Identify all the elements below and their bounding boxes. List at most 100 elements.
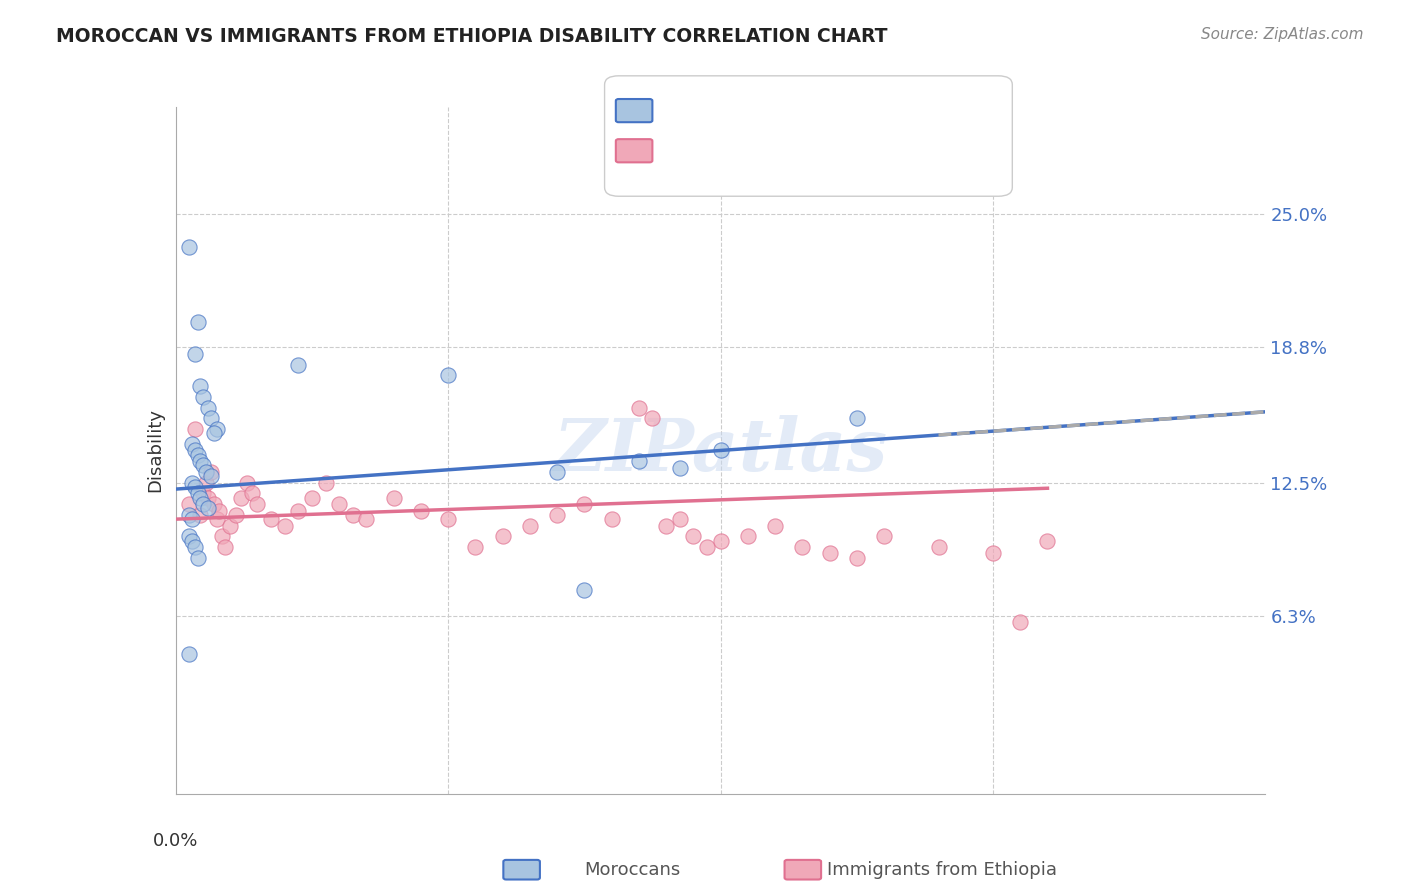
Point bbox=[191, 390, 214, 404]
Point bbox=[191, 486, 214, 500]
Point bbox=[200, 411, 222, 425]
Text: 52: 52 bbox=[815, 138, 841, 156]
Point bbox=[437, 368, 460, 383]
Point bbox=[627, 454, 650, 468]
Point bbox=[287, 358, 309, 372]
Point bbox=[668, 512, 690, 526]
Point bbox=[200, 465, 222, 479]
Point bbox=[574, 497, 596, 511]
Point bbox=[184, 540, 207, 554]
Point bbox=[188, 454, 211, 468]
Point bbox=[194, 475, 217, 490]
Point bbox=[315, 475, 337, 490]
Point bbox=[181, 512, 204, 526]
Point bbox=[184, 443, 207, 458]
Text: Moroccans: Moroccans bbox=[585, 861, 681, 879]
Point bbox=[205, 422, 228, 436]
Point bbox=[179, 497, 201, 511]
Text: 0.157: 0.157 bbox=[675, 138, 731, 156]
Point bbox=[205, 512, 228, 526]
Point bbox=[191, 458, 214, 473]
Point bbox=[214, 540, 236, 554]
Text: 0.0%: 0.0% bbox=[153, 831, 198, 850]
Text: R =: R = bbox=[633, 98, 672, 116]
Point bbox=[737, 529, 759, 543]
Point bbox=[186, 486, 209, 500]
Point bbox=[184, 422, 207, 436]
Point bbox=[194, 465, 217, 479]
Point bbox=[641, 411, 664, 425]
Point bbox=[202, 426, 225, 441]
Point bbox=[188, 508, 211, 522]
Point bbox=[181, 533, 204, 548]
Text: Immigrants from Ethiopia: Immigrants from Ethiopia bbox=[827, 861, 1057, 879]
Point bbox=[240, 486, 263, 500]
Point bbox=[181, 437, 204, 451]
Point bbox=[655, 518, 678, 533]
Point bbox=[179, 648, 201, 662]
Point bbox=[342, 508, 364, 522]
Point bbox=[184, 480, 207, 494]
Point bbox=[437, 512, 460, 526]
Point bbox=[928, 540, 950, 554]
Point bbox=[464, 540, 486, 554]
Text: Source: ZipAtlas.com: Source: ZipAtlas.com bbox=[1201, 27, 1364, 42]
Text: R =: R = bbox=[633, 138, 672, 156]
Point bbox=[845, 550, 868, 565]
Point bbox=[763, 518, 786, 533]
Text: ZIPatlas: ZIPatlas bbox=[554, 415, 887, 486]
Text: 37: 37 bbox=[815, 98, 841, 116]
Point bbox=[197, 401, 219, 415]
Text: N =: N = bbox=[759, 138, 799, 156]
Point bbox=[519, 518, 541, 533]
Point bbox=[792, 540, 814, 554]
Point bbox=[627, 401, 650, 415]
Point bbox=[246, 497, 269, 511]
Point bbox=[382, 491, 405, 505]
Point bbox=[845, 411, 868, 425]
Point bbox=[574, 582, 596, 597]
Text: MOROCCAN VS IMMIGRANTS FROM ETHIOPIA DISABILITY CORRELATION CHART: MOROCCAN VS IMMIGRANTS FROM ETHIOPIA DIS… bbox=[56, 27, 887, 45]
Point bbox=[1036, 533, 1059, 548]
Point bbox=[188, 379, 211, 393]
Point bbox=[184, 347, 207, 361]
Point bbox=[409, 503, 432, 517]
Point bbox=[186, 315, 209, 329]
Point bbox=[186, 550, 209, 565]
Point bbox=[356, 512, 378, 526]
Point bbox=[200, 469, 222, 483]
Point bbox=[546, 465, 568, 479]
Point bbox=[197, 491, 219, 505]
Text: 0.106: 0.106 bbox=[675, 98, 731, 116]
Point bbox=[668, 460, 690, 475]
Text: N =: N = bbox=[759, 98, 799, 116]
Point bbox=[191, 497, 214, 511]
Point bbox=[208, 503, 231, 517]
Point bbox=[328, 497, 350, 511]
Y-axis label: Disability: Disability bbox=[146, 409, 165, 492]
Point bbox=[219, 518, 242, 533]
Point bbox=[181, 475, 204, 490]
Point bbox=[186, 448, 209, 462]
Point bbox=[873, 529, 896, 543]
Point bbox=[492, 529, 515, 543]
Point bbox=[202, 497, 225, 511]
Point bbox=[546, 508, 568, 522]
Point bbox=[225, 508, 247, 522]
Point bbox=[1010, 615, 1032, 630]
Point bbox=[274, 518, 297, 533]
Point bbox=[710, 443, 733, 458]
Point bbox=[197, 501, 219, 516]
Point bbox=[287, 503, 309, 517]
Point bbox=[301, 491, 323, 505]
Point bbox=[231, 491, 253, 505]
Point bbox=[179, 529, 201, 543]
Point bbox=[260, 512, 283, 526]
Point bbox=[179, 239, 201, 253]
Point bbox=[818, 546, 841, 561]
Point bbox=[211, 529, 233, 543]
Point bbox=[710, 533, 733, 548]
Point bbox=[696, 540, 718, 554]
Point bbox=[235, 475, 257, 490]
Point bbox=[600, 512, 623, 526]
